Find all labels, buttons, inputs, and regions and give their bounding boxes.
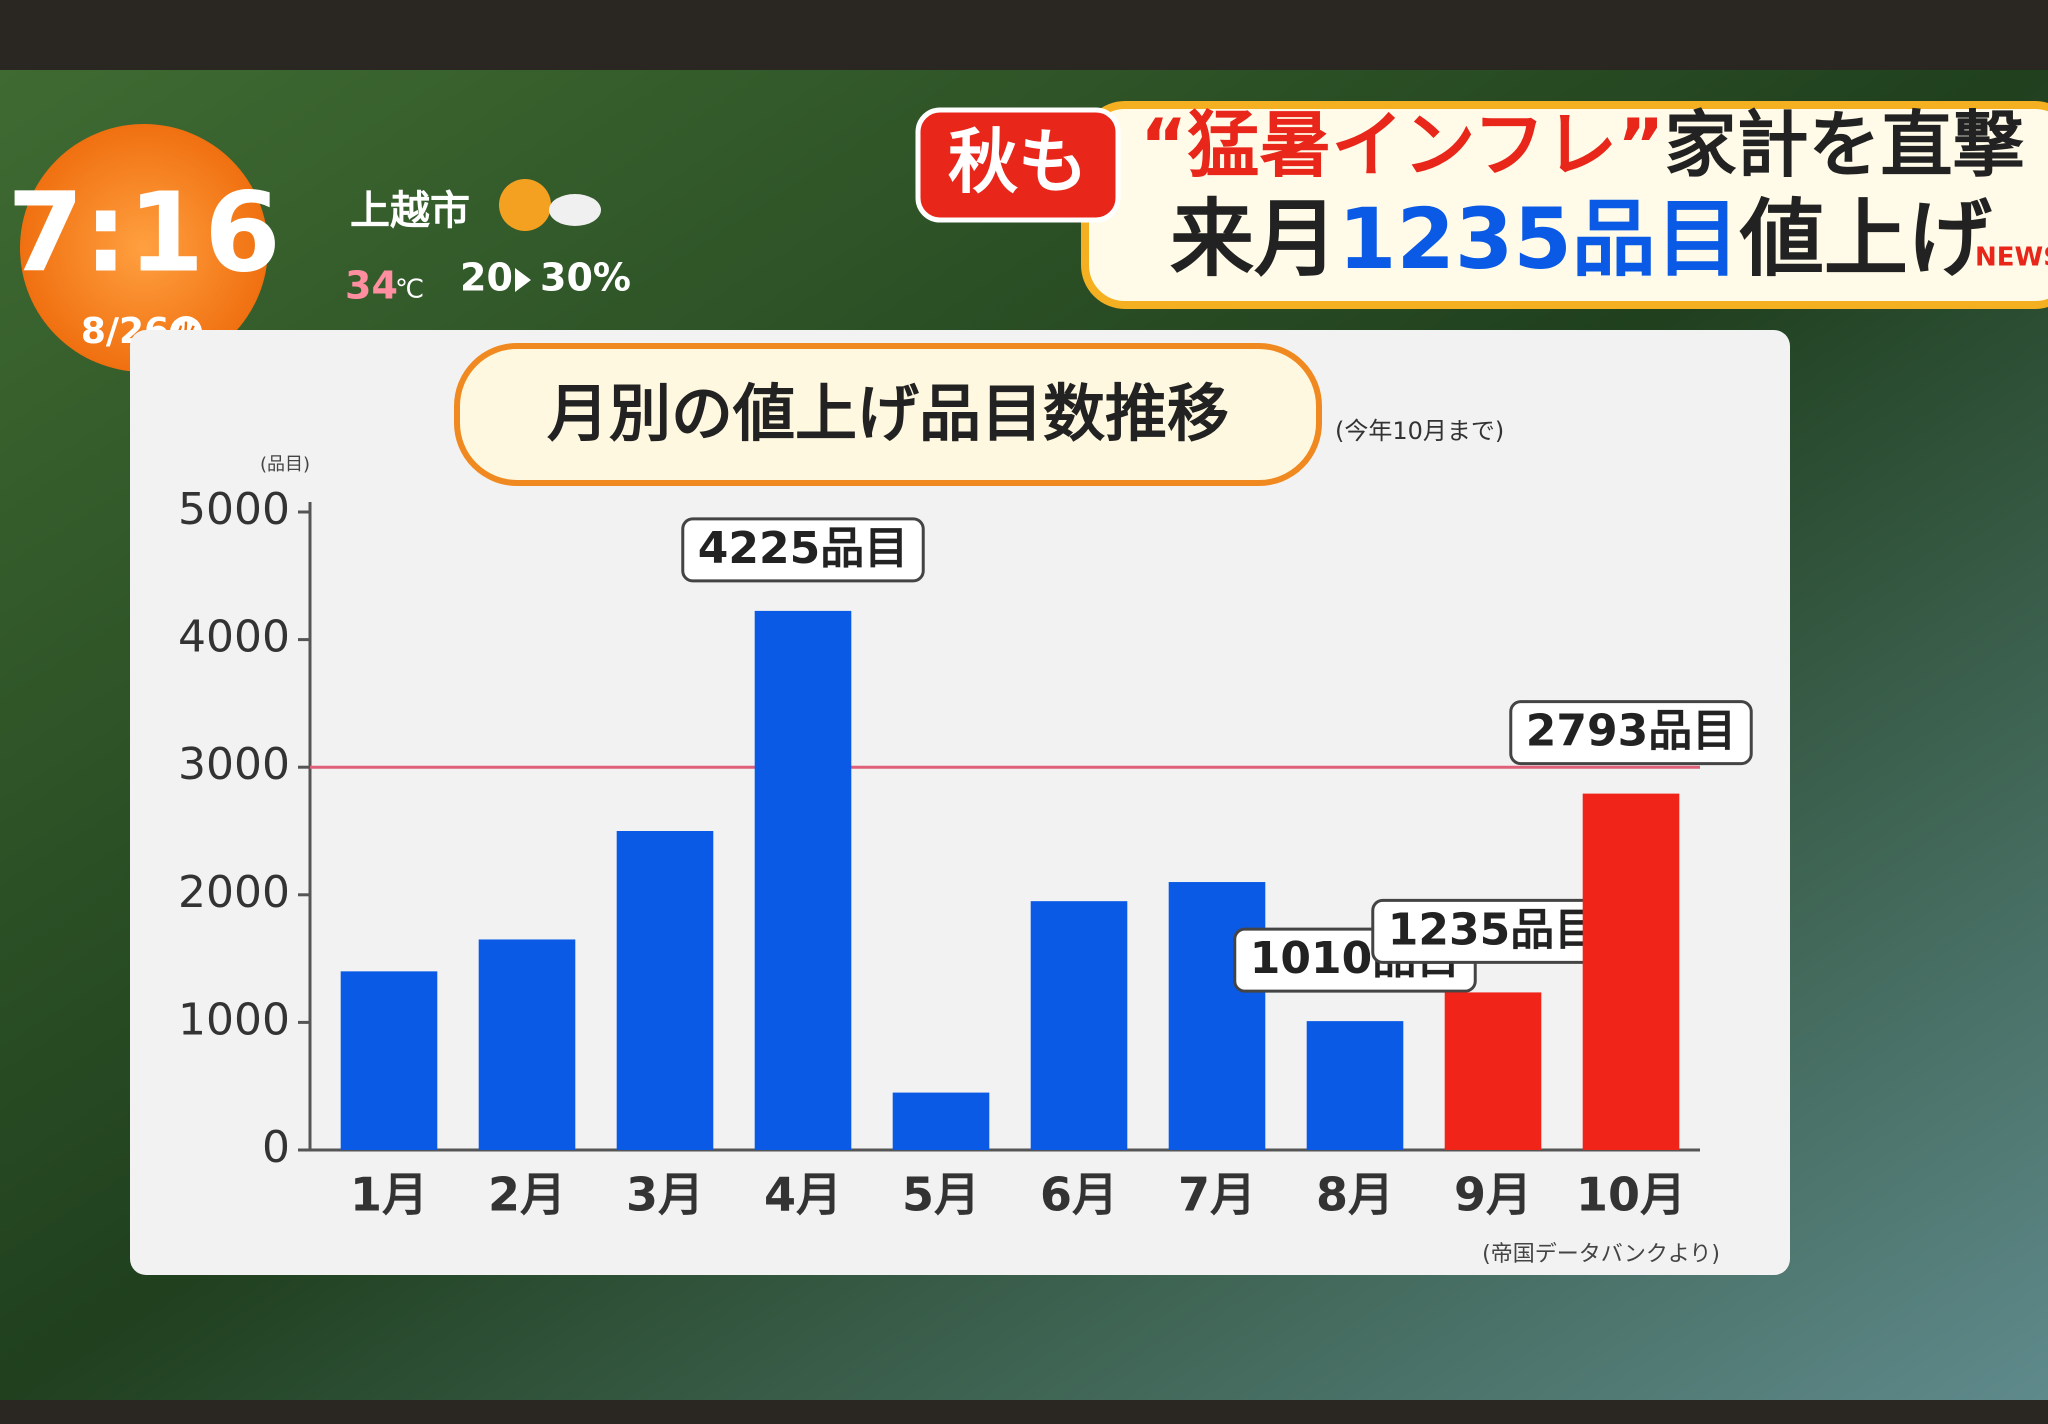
tag-box xyxy=(915,107,1121,223)
x-tick-label: 4月 xyxy=(764,1168,842,1222)
value-label: 2793品目 xyxy=(1526,706,1736,757)
bar xyxy=(340,971,438,1150)
bar xyxy=(1030,901,1128,1150)
y-unit: (品目) xyxy=(260,454,310,475)
bar xyxy=(1582,793,1680,1150)
y-tick-label: 5000 xyxy=(178,484,290,535)
headline-part: “猛暑インフレ” xyxy=(1140,103,1664,187)
x-tick-label: 1月 xyxy=(350,1168,428,1222)
y-tick-label: 4000 xyxy=(178,612,290,663)
clock-time: 7:16 xyxy=(7,168,281,296)
weather-icon xyxy=(499,179,551,231)
y-tick-label: 2000 xyxy=(178,867,290,918)
value-label: 4225品目 xyxy=(698,523,908,574)
weather-icon xyxy=(549,194,601,226)
bar xyxy=(754,610,852,1150)
bar xyxy=(1168,882,1266,1150)
clock-circle xyxy=(20,124,268,372)
value-label-box xyxy=(681,517,925,583)
headline-part: 来月 xyxy=(1170,190,1338,288)
x-tick-label: 5月 xyxy=(902,1168,980,1222)
y-tick-label: 3000 xyxy=(178,739,290,790)
x-tick-label: 7月 xyxy=(1178,1168,1256,1222)
x-tick-label: 10月 xyxy=(1576,1168,1686,1222)
rain-chance-from: 20 xyxy=(460,256,513,300)
temperature: 34 xyxy=(345,264,398,308)
y-tick-label: 1000 xyxy=(178,994,290,1045)
bar xyxy=(616,831,714,1150)
x-tick-label: 3月 xyxy=(626,1168,704,1222)
city: 上越市 xyxy=(350,188,470,234)
bar xyxy=(1444,992,1542,1150)
x-tick-label: 6月 xyxy=(1040,1168,1118,1222)
x-tick-label: 9月 xyxy=(1454,1168,1532,1222)
headline: 来月1235品目値上げ xyxy=(1170,190,1992,288)
headline-part: 家計を直撃 xyxy=(1664,103,2024,187)
title-banner xyxy=(454,343,1322,486)
rain-chance-to: 30% xyxy=(540,256,631,300)
news-badge: NEWS xyxy=(1975,243,2048,273)
bar xyxy=(478,939,576,1150)
value-label-box xyxy=(1509,700,1753,766)
bar xyxy=(892,1092,990,1150)
headline: “猛暑インフレ”家計を直撃 xyxy=(1140,103,2025,187)
chart-subtitle: (今年10月まで) xyxy=(1335,417,1504,445)
x-tick-label: 8月 xyxy=(1316,1168,1394,1222)
x-tick-label: 2月 xyxy=(488,1168,566,1222)
value-label: 1235品目 xyxy=(1388,904,1598,955)
temperature-unit: ℃ xyxy=(395,275,424,305)
y-tick-label: 0 xyxy=(262,1122,290,1173)
headline-part: 1235品目 xyxy=(1338,190,1740,288)
tag: 秋も xyxy=(948,121,1088,203)
headline-part: 値上げ xyxy=(1739,190,1992,288)
bar xyxy=(1306,1021,1404,1150)
chart-title: 月別の値上げ品目数推移 xyxy=(547,377,1229,450)
source: (帝国データバンクより) xyxy=(1482,1242,1720,1267)
arrow-icon xyxy=(515,268,531,292)
